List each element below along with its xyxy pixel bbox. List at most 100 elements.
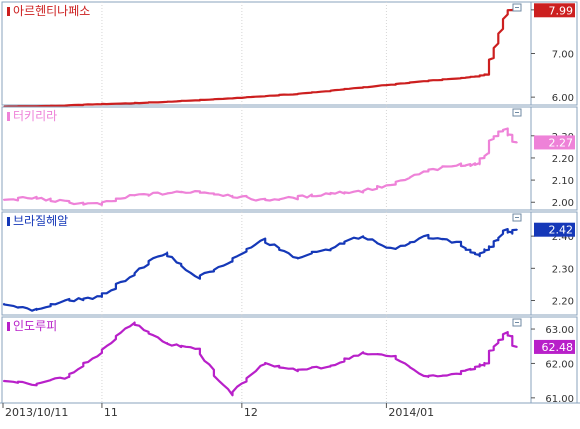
data-point xyxy=(199,190,201,192)
y-tick-label: 63.00 xyxy=(545,325,574,336)
data-point xyxy=(264,95,266,98)
data-point xyxy=(394,355,397,358)
panel-title: 브라질헤알 xyxy=(13,214,68,228)
data-point xyxy=(329,248,332,250)
series-line xyxy=(2,127,518,206)
data-point xyxy=(516,346,518,348)
y-tick-label: 7.00 xyxy=(552,50,574,61)
data-point xyxy=(516,141,518,144)
data-point xyxy=(478,163,481,166)
y-tick-label: 6.00 xyxy=(552,93,574,104)
data-point xyxy=(329,192,332,195)
data-point xyxy=(231,393,234,396)
y-tick-label: 2.30 xyxy=(552,264,574,275)
data-point xyxy=(297,369,299,372)
data-point xyxy=(166,101,169,103)
last-value-label: 2.42 xyxy=(549,224,574,237)
data-point xyxy=(460,77,462,80)
legend-swatch xyxy=(7,217,10,226)
panel-title: 터키리라 xyxy=(13,109,57,123)
data-point xyxy=(68,376,71,379)
series-line xyxy=(2,228,518,312)
data-point xyxy=(3,302,5,305)
data-point xyxy=(516,228,518,231)
data-point xyxy=(506,331,509,334)
panel-plot-area xyxy=(1,1,532,106)
x-tick-label: 12 xyxy=(244,406,258,419)
panel-plot-area xyxy=(1,106,532,211)
series-line xyxy=(3,8,518,108)
data-point xyxy=(488,73,490,76)
legend-swatch xyxy=(7,322,10,331)
panel-title: 아르헨티나페소 xyxy=(13,4,90,18)
data-point xyxy=(478,254,481,257)
data-point xyxy=(264,362,266,365)
data-point xyxy=(511,335,514,337)
data-point xyxy=(492,137,495,139)
data-point xyxy=(231,194,234,197)
data-point xyxy=(199,277,201,279)
panel-y-axis xyxy=(530,316,578,404)
data-point xyxy=(362,235,364,237)
data-point xyxy=(101,352,103,354)
data-point xyxy=(329,366,332,368)
data-point xyxy=(492,348,495,351)
data-point xyxy=(35,197,38,199)
data-point xyxy=(362,86,364,89)
legend-swatch xyxy=(7,7,10,16)
y-tick-label: 2.20 xyxy=(552,154,574,165)
data-point xyxy=(506,13,509,16)
data-point xyxy=(460,372,462,375)
data-point xyxy=(394,248,397,250)
data-point xyxy=(3,379,5,382)
data-point xyxy=(68,299,71,302)
data-point xyxy=(297,197,299,199)
data-point xyxy=(511,232,514,234)
data-point xyxy=(394,183,397,186)
data-point xyxy=(427,235,430,237)
data-point xyxy=(166,342,169,344)
data-point xyxy=(460,163,462,166)
data-point xyxy=(199,99,201,101)
data-point xyxy=(133,194,136,197)
data-point xyxy=(492,57,495,59)
y-tick-label: 62.00 xyxy=(545,359,574,370)
data-point xyxy=(511,134,514,137)
data-point xyxy=(68,104,71,107)
data-point xyxy=(166,251,169,254)
data-point xyxy=(133,102,136,105)
data-point xyxy=(35,383,38,385)
data-point xyxy=(488,362,490,365)
data-point xyxy=(488,152,490,155)
data-point xyxy=(506,128,509,130)
data-point xyxy=(231,97,234,100)
data-point xyxy=(101,203,103,206)
data-point xyxy=(133,321,136,323)
data-point xyxy=(478,75,481,77)
data-point xyxy=(362,352,364,354)
data-point xyxy=(166,192,169,195)
data-point xyxy=(427,170,430,173)
data-point xyxy=(264,238,266,241)
last-value-label: 7.99 xyxy=(549,4,574,17)
data-point xyxy=(101,296,103,299)
last-value-marker xyxy=(534,222,575,237)
data-point xyxy=(264,199,266,201)
last-value-label: 2.27 xyxy=(549,136,574,149)
data-point xyxy=(427,376,430,379)
data-point xyxy=(3,199,5,201)
panel-plot-area xyxy=(1,316,532,404)
x-tick-label: 2013/10/11 xyxy=(5,406,68,419)
data-point xyxy=(394,83,397,86)
last-value-marker xyxy=(534,135,575,150)
data-point xyxy=(297,257,299,260)
data-point xyxy=(133,273,136,276)
data-point xyxy=(199,348,201,351)
y-tick-label: 2.20 xyxy=(552,297,574,308)
panel-y-axis xyxy=(530,1,578,106)
y-tick-label: 2.00 xyxy=(552,198,574,209)
data-point xyxy=(68,201,71,204)
y-tick-label: 61.00 xyxy=(545,394,574,405)
